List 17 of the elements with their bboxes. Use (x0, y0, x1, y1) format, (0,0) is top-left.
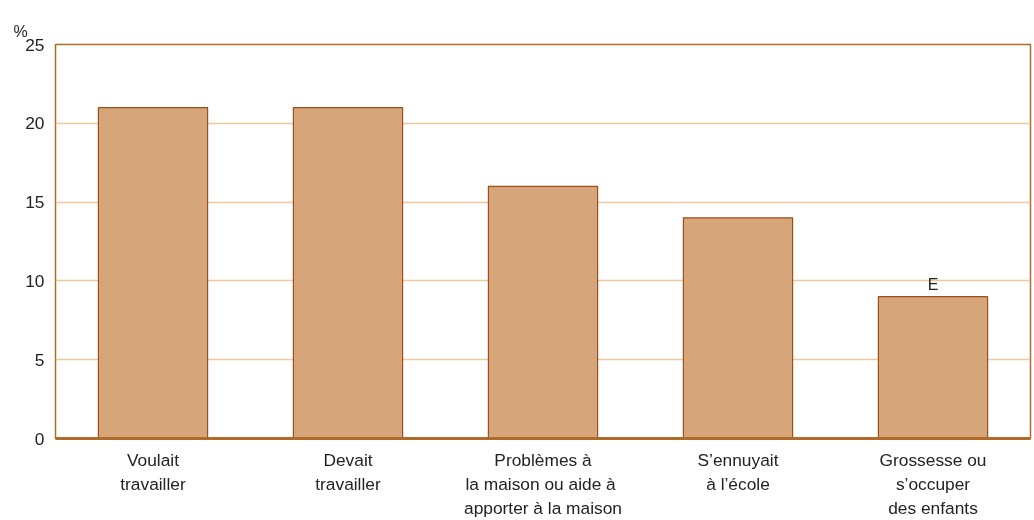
y-tick-label: 10 (25, 270, 45, 291)
x-tick-label: Problèmes à la maison ou aide à apporter à la maison (464, 449, 622, 518)
x-tick-label: Voulait travailler (120, 449, 186, 494)
x-tick-label: Devait travailler (315, 449, 381, 494)
y-tick-label: 15 (25, 192, 45, 213)
y-tick-label: 5 (34, 349, 45, 370)
x-tick-label: Grossesse ou s’occuper des enfants (879, 449, 987, 518)
bar (97, 106, 209, 439)
y-tick-label: 20 (25, 113, 45, 134)
annotation: E (927, 275, 939, 293)
y-tick-label: 0 (34, 428, 45, 449)
y-axis-title: % (13, 22, 28, 40)
bar (292, 106, 404, 439)
bar (877, 296, 989, 439)
bar (487, 185, 599, 439)
x-tick-label: S’ennuyait à l’école (697, 449, 779, 494)
bar (682, 217, 794, 439)
